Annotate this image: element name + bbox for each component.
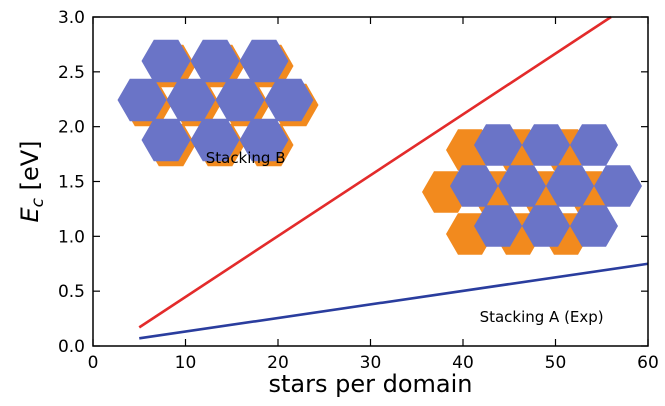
stacking-a-inset-illustration <box>422 124 642 255</box>
series-line-0 <box>138 15 612 329</box>
blue-hexagon <box>117 78 167 122</box>
blue-hexagon <box>474 124 522 166</box>
blue-hexagon <box>450 165 498 207</box>
y-axis-title-subscript: c <box>28 197 48 207</box>
blue-hexagon <box>546 165 594 207</box>
x-tick-label: 30 <box>360 353 382 373</box>
x-axis-title: stars per domain <box>269 370 473 398</box>
y-tick-label: 0.0 <box>58 337 85 357</box>
blue-hexagon <box>264 78 314 122</box>
x-tick-label: 60 <box>637 353 659 373</box>
x-tick-label: 0 <box>88 353 99 373</box>
ticks-layer: 0 10 20 30 40 50 60 0.0 0.5 1.0 1.5 2.0 2.5 3.0 <box>58 8 659 373</box>
y-axis-title-unit: [eV] <box>16 140 44 198</box>
x-tick-label: 40 <box>452 353 474 373</box>
blue-hexagon <box>522 205 570 247</box>
series-line-1 <box>139 262 649 340</box>
blue-hexagon <box>190 118 240 162</box>
blue-hexagon <box>594 165 642 207</box>
blue-hexagon <box>570 205 618 247</box>
x-tick-label: 20 <box>267 353 289 373</box>
blue-hexagon <box>522 124 570 166</box>
blue-hexagon <box>474 205 522 247</box>
y-tick-label: 3.0 <box>58 8 85 28</box>
blue-hexagon <box>215 78 265 122</box>
x-tick-label: 10 <box>175 353 197 373</box>
blue-hexagon <box>190 39 240 83</box>
blue-hexagon <box>570 124 618 166</box>
y-tick-label: 1.5 <box>58 173 85 193</box>
annotation-stacking-a: Stacking A (Exp) <box>480 308 604 326</box>
blue-hexagon <box>239 39 289 83</box>
annotation-stacking-b: Stacking B <box>206 149 286 167</box>
series-layer <box>138 15 649 340</box>
y-axis-title: Ec [eV] <box>16 140 48 222</box>
y-axis-title-symbol: E <box>16 207 44 223</box>
x-tick-label: 50 <box>545 353 567 373</box>
blue-hexagon <box>166 78 216 122</box>
y-tick-label: 2.0 <box>58 118 85 138</box>
blue-hexagon <box>239 118 289 162</box>
blue-hexagon <box>141 118 191 162</box>
y-tick-label: 0.5 <box>58 282 85 302</box>
y-tick-label: 2.5 <box>58 63 85 83</box>
blue-hexagon <box>498 165 546 207</box>
y-tick-label: 1.0 <box>58 227 85 247</box>
stacking-b-inset-illustration <box>117 39 319 167</box>
blue-hexagon <box>141 39 191 83</box>
